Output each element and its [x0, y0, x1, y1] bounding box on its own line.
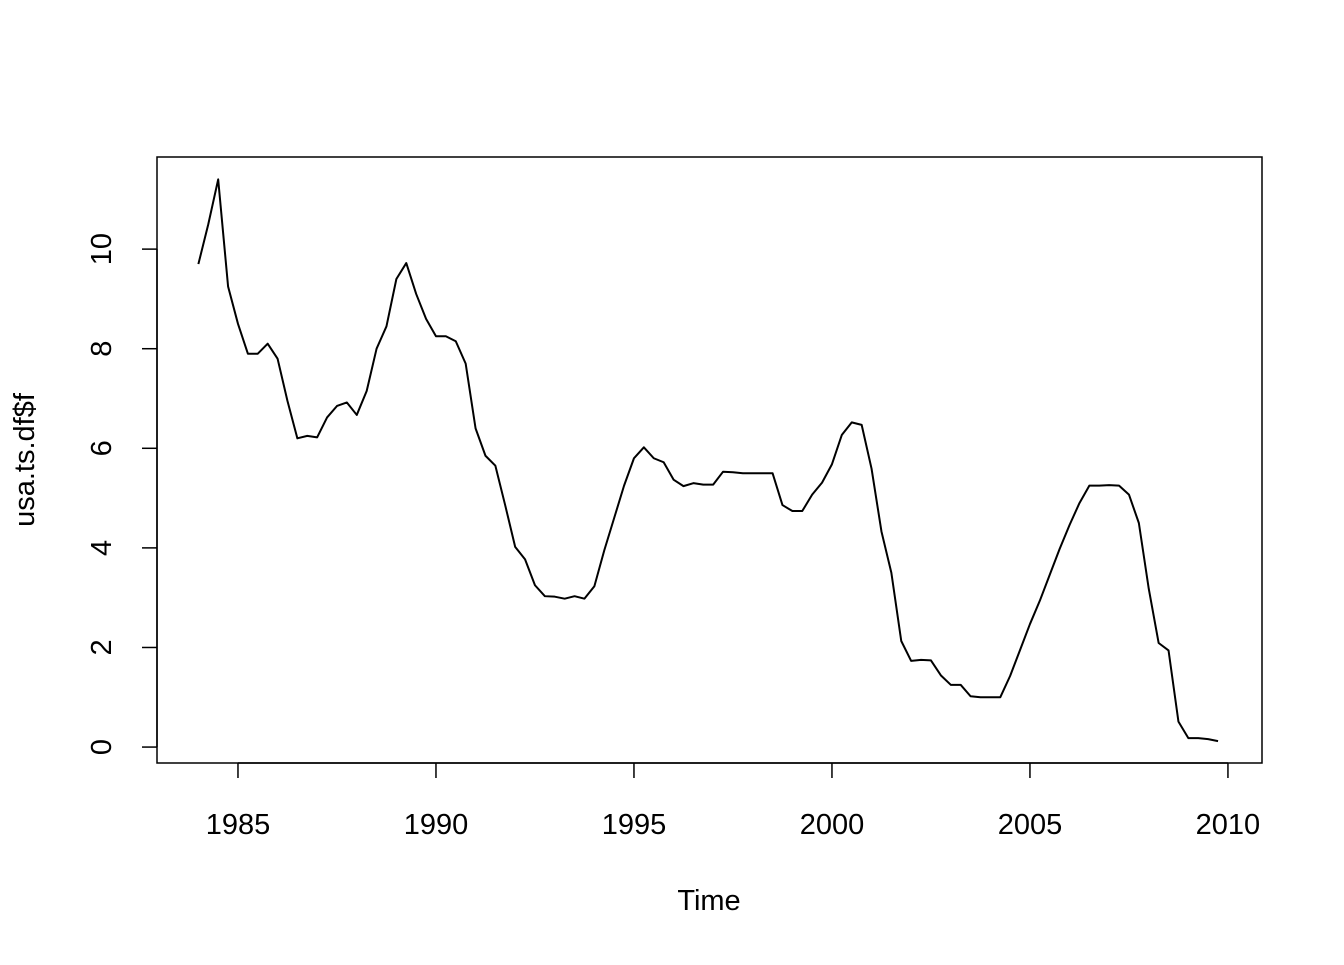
y-tick-label: 8	[86, 341, 118, 357]
x-tick-label: 1985	[206, 809, 271, 841]
y-tick-label: 4	[86, 540, 118, 556]
y-axis-label: usa.ts.df$f	[9, 392, 41, 527]
x-tick-label: 2010	[1196, 809, 1261, 841]
y-tick-label: 0	[86, 739, 118, 755]
series-line	[197, 178, 1219, 743]
y-tick-label: 2	[86, 639, 118, 655]
y-tick-label: 6	[86, 440, 118, 456]
x-tick-label: 2000	[800, 809, 865, 841]
y-tick-label: 10	[86, 233, 118, 265]
plot-box	[156, 156, 1263, 764]
x-axis-label: Time	[677, 885, 740, 917]
x-tick-label: 2005	[998, 809, 1063, 841]
x-tick-label: 1995	[602, 809, 667, 841]
x-tick-label: 1990	[404, 809, 469, 841]
